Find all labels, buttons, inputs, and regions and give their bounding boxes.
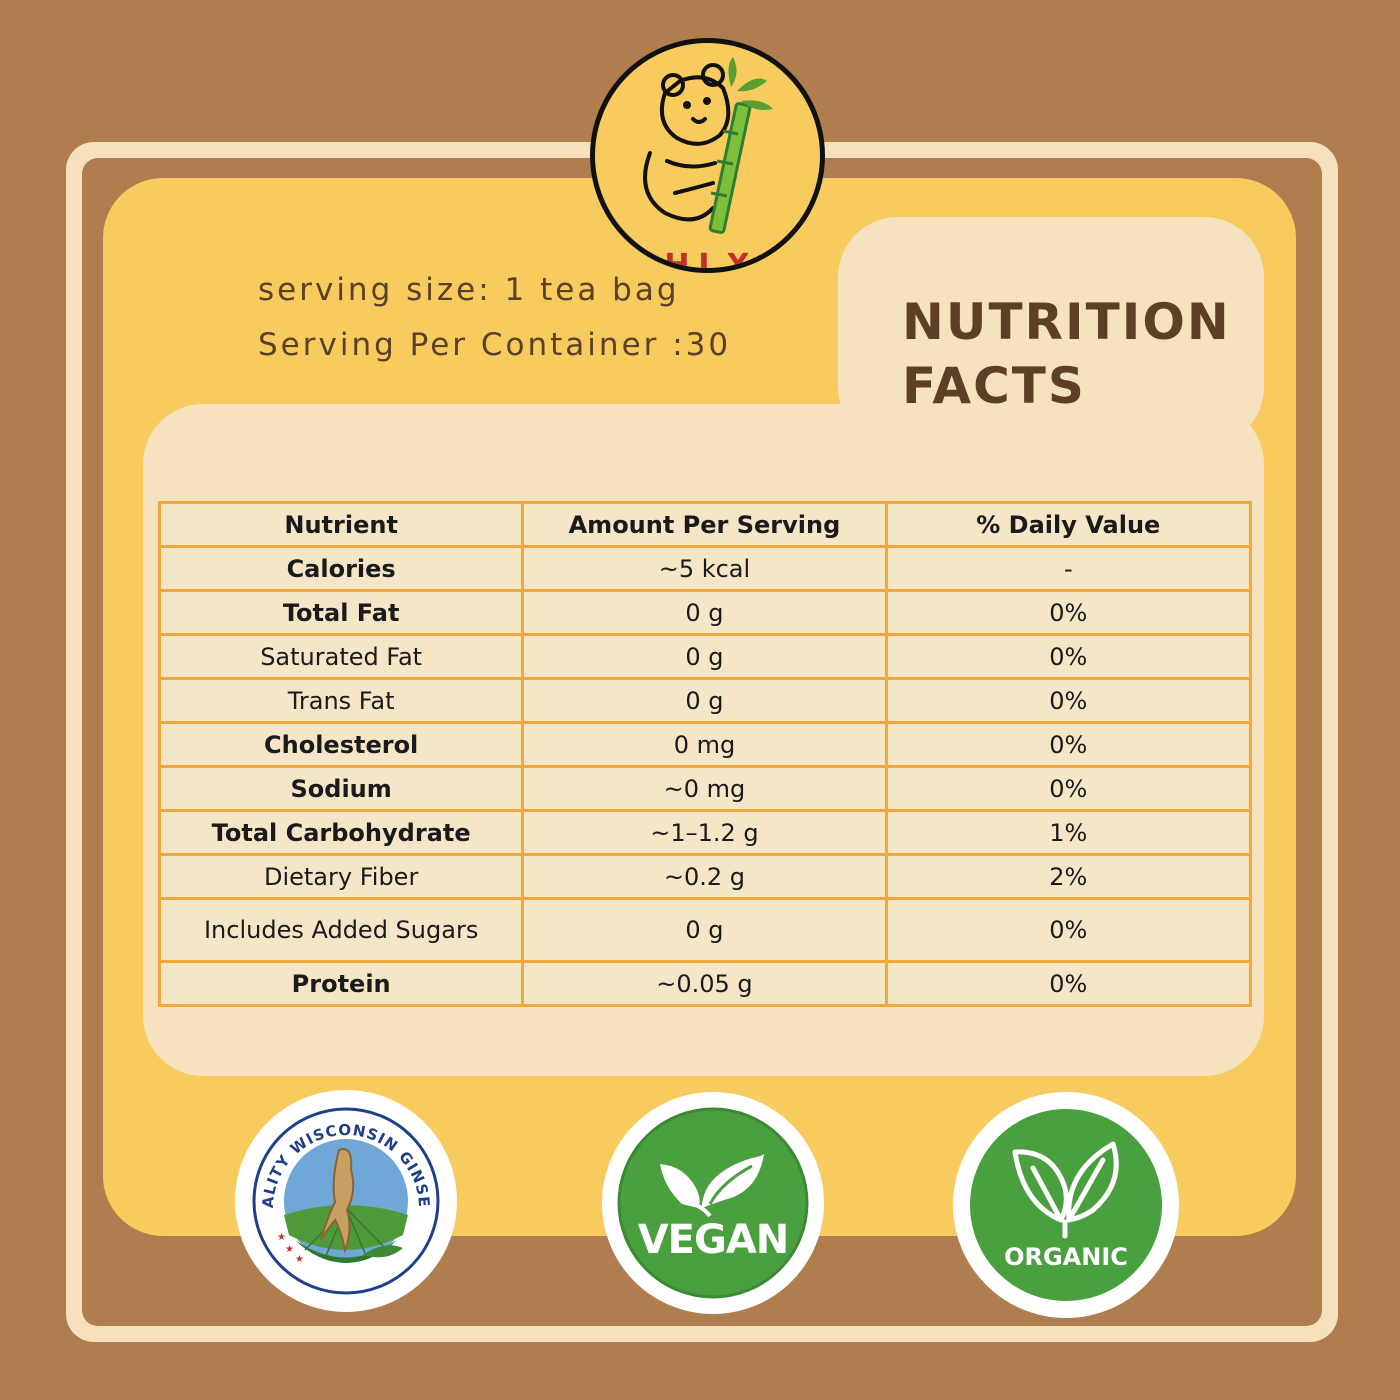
table-row: Total Carbohydrate ~1–1.2 g 1% — [157, 809, 1253, 856]
title-line-2: FACTS — [902, 357, 1086, 415]
header-nutrient: Nutrient — [157, 501, 525, 548]
amount-cell: 0 g — [521, 633, 888, 680]
nutrient-cell: Total Fat — [157, 589, 525, 636]
brand-logo: HLX — [590, 38, 825, 273]
nutrient-cell: Includes Added Sugars — [157, 897, 525, 963]
logo-text: HLX — [664, 248, 759, 273]
table-row: Trans Fat 0 g 0% — [157, 677, 1253, 724]
daily-value-cell: 0% — [884, 633, 1253, 680]
nutrient-cell: Dietary Fiber — [157, 853, 525, 900]
organic-label: ORGANIC — [1004, 1243, 1128, 1271]
daily-value-cell: 2% — [884, 853, 1253, 900]
daily-value-cell: 1% — [884, 809, 1253, 856]
title-line-1: NUTRITION — [902, 293, 1231, 351]
table-row: Includes Added Sugars 0 g 0% — [157, 897, 1253, 963]
amount-cell: 0 mg — [521, 721, 888, 768]
header-daily-value: % Daily Value — [884, 501, 1253, 548]
amount-cell: 0 g — [521, 677, 888, 724]
amount-cell: ~0 mg — [521, 765, 888, 812]
svg-text:★: ★ — [295, 1254, 304, 1265]
nutrient-cell: Trans Fat — [157, 677, 525, 724]
amount-cell: ~0.05 g — [521, 960, 888, 1007]
nutrition-table: Nutrient Amount Per Serving % Daily Valu… — [157, 501, 1253, 1007]
ginseng-root-icon: QUALITY WISCONSIN GINSENG ★★★ — [235, 1090, 440, 1295]
amount-cell: 0 g — [521, 589, 888, 636]
svg-text:★: ★ — [285, 1244, 294, 1255]
nutrient-cell: Cholesterol — [157, 721, 525, 768]
table-row: Sodium ~0 mg 0% — [157, 765, 1253, 812]
daily-value-cell: 0% — [884, 960, 1253, 1007]
table-row: Saturated Fat 0 g 0% — [157, 633, 1253, 680]
table-header-row: Nutrient Amount Per Serving % Daily Valu… — [157, 501, 1253, 548]
nutrient-cell: Calories — [157, 545, 525, 592]
daily-value-cell: 0% — [884, 677, 1253, 724]
table-row: Dietary Fiber ~0.2 g 2% — [157, 853, 1253, 900]
amount-cell: ~1–1.2 g — [521, 809, 888, 856]
amount-cell: 0 g — [521, 897, 888, 963]
table-row: Protein ~0.05 g 0% — [157, 960, 1253, 1007]
amount-cell: ~5 kcal — [521, 545, 888, 592]
page-title: NUTRITION FACTS — [902, 290, 1231, 418]
vegan-leaves-icon — [617, 1107, 809, 1299]
wisconsin-ginseng-badge: QUALITY WISCONSIN GINSENG ★★★ — [235, 1090, 457, 1312]
serving-size: serving size: 1 tea bag — [258, 272, 680, 308]
table-row: Total Fat 0 g 0% — [157, 589, 1253, 636]
nutrient-cell: Protein — [157, 960, 525, 1007]
daily-value-cell: 0% — [884, 721, 1253, 768]
servings-per-container: Serving Per Container :30 — [258, 327, 732, 363]
table-row: Cholesterol 0 mg 0% — [157, 721, 1253, 768]
vegan-badge: VEGAN — [602, 1092, 824, 1314]
daily-value-cell: 0% — [884, 765, 1253, 812]
nutrient-cell: Saturated Fat — [157, 633, 525, 680]
vegan-label: VEGAN — [637, 1217, 790, 1263]
table-row: Calories ~5 kcal - — [157, 545, 1253, 592]
organic-leaves-icon — [970, 1109, 1162, 1301]
bear-bamboo-icon — [643, 57, 773, 234]
nutrient-cell: Total Carbohydrate — [157, 809, 525, 856]
nutrient-cell: Sodium — [157, 765, 525, 812]
daily-value-cell: 0% — [884, 897, 1253, 963]
header-amount: Amount Per Serving — [521, 501, 888, 548]
amount-cell: ~0.2 g — [521, 853, 888, 900]
svg-text:★: ★ — [277, 1232, 286, 1243]
daily-value-cell: 0% — [884, 589, 1253, 636]
daily-value-cell: - — [884, 545, 1253, 592]
organic-badge: ORGANIC — [953, 1092, 1179, 1318]
